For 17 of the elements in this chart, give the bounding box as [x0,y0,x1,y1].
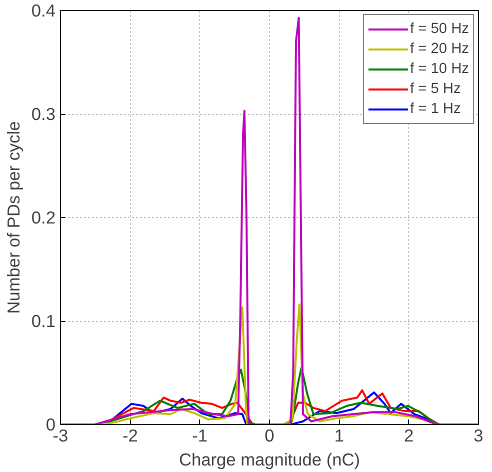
y-tick-label: 0.2 [31,208,56,228]
x-tick-label: 1 [334,426,344,446]
x-axis-title: Charge magnitude (nC) [178,450,360,470]
x-tick-label: 2 [404,426,414,446]
legend-label: f = 5 Hz [410,81,461,97]
y-tick-label: 0.1 [31,311,56,331]
legend-label: f = 20 Hz [410,41,469,57]
y-axis-title: Number of PDs per cycle [3,121,24,314]
y-tick-label: 0.4 [31,0,56,20]
y-tick-label: 0.3 [31,104,56,124]
legend-label: f = 1 Hz [410,101,461,117]
x-tick-label: -1 [192,426,208,446]
legend-label: f = 50 Hz [410,21,469,37]
x-tick-label: -2 [122,426,138,446]
x-tick-label: 3 [474,426,484,446]
legend-label: f = 10 Hz [410,61,469,77]
x-tick-label: 0 [264,426,274,446]
